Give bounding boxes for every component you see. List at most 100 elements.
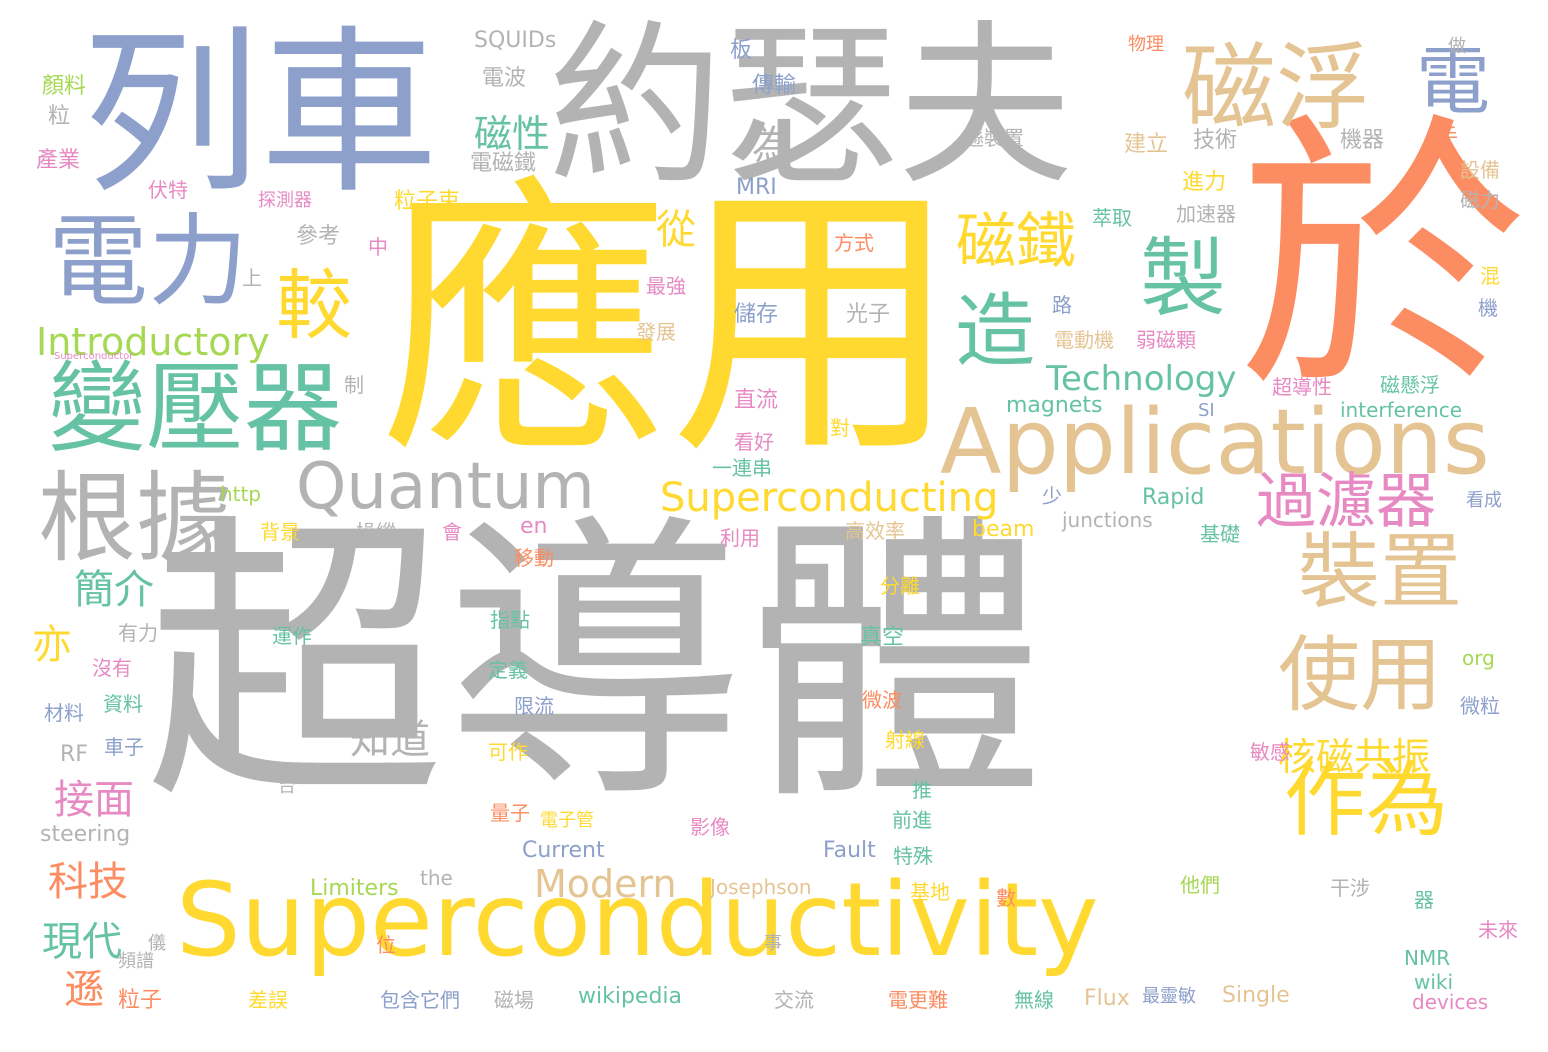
cloud-word: 製 [1140, 229, 1226, 329]
cloud-word: 約瑟夫 [548, 6, 1073, 209]
cloud-word: Superconductor [54, 351, 134, 362]
cloud-word: 直流 [734, 388, 779, 413]
cloud-word: 射線 [885, 728, 925, 752]
cloud-word: 較 [276, 261, 352, 350]
cloud-word: 參考 [296, 224, 341, 249]
cloud-word: 路 [1052, 293, 1072, 317]
cloud-word: 運作 [272, 624, 312, 648]
cloud-word: 制 [344, 373, 364, 397]
cloud-word: 中 [368, 235, 388, 259]
cloud-word: 基地 [910, 880, 950, 904]
cloud-word: 裝置 [1298, 525, 1463, 620]
cloud-word: 資料 [103, 692, 143, 716]
cloud-word: NMR [1404, 946, 1451, 970]
cloud-word: RF [60, 742, 88, 767]
cloud-word: 敏感 [1250, 740, 1290, 764]
cloud-word: 磁懸浮 [1380, 373, 1440, 397]
cloud-word: 電 [1416, 39, 1490, 125]
cloud-word: 接面 [54, 777, 134, 823]
cloud-word: 上 [242, 266, 262, 290]
cloud-word: 他們 [1180, 873, 1220, 897]
cloud-word: 機 [1478, 296, 1498, 320]
cloud-word: steering [40, 822, 131, 847]
cloud-word: Introductory [36, 320, 270, 364]
cloud-word: Limiters [310, 876, 399, 901]
cloud-word: 最強 [646, 274, 686, 298]
cloud-word: 少 [1042, 484, 1062, 508]
cloud-word: 磁浮 [1182, 34, 1371, 143]
cloud-word: Technology [1046, 359, 1237, 399]
cloud-word: 指點 [490, 608, 530, 632]
cloud-word: 物理 [1128, 34, 1164, 55]
cloud-word: 操縱 [356, 520, 396, 544]
cloud-word: junctions [1062, 508, 1153, 532]
cloud-word: 前進 [892, 808, 932, 832]
cloud-word: 材料 [44, 701, 84, 725]
cloud-word: devices [1412, 990, 1489, 1014]
cloud-word: 微粒 [1460, 694, 1500, 718]
cloud-word: 背景 [260, 520, 300, 544]
cloud-word: 限流 [514, 694, 554, 718]
cloud-word: magnets [1006, 393, 1103, 418]
cloud-word: 遜裝置 [964, 126, 1024, 150]
cloud-word: 電動機 [1054, 328, 1114, 352]
cloud-word: 事 [764, 933, 782, 954]
cloud-word: interference [1340, 398, 1463, 422]
cloud-word: 儀 [148, 933, 166, 954]
cloud-word: 機器 [1340, 128, 1385, 153]
cloud-word: SQUIDs [474, 28, 557, 53]
cloud-word: 電子管 [540, 810, 594, 831]
cloud-word: 磁力 [1460, 188, 1500, 212]
cloud-word: 手 [1438, 124, 1458, 148]
cloud-word: 頻譜 [118, 951, 154, 972]
cloud-word: 數 [996, 886, 1016, 910]
cloud-word: 發展 [636, 320, 676, 344]
cloud-word: 電波 [482, 66, 527, 91]
cloud-word: Rapid [1142, 485, 1205, 510]
cloud-word: 看好 [734, 430, 774, 454]
cloud-word: 於 [1238, 91, 1528, 428]
cloud-word: 高效率 [845, 519, 905, 543]
cloud-word: 板 [730, 38, 753, 63]
cloud-word: 影像 [690, 815, 730, 839]
cloud-word: MRI [736, 175, 777, 200]
cloud-word: 磁場 [494, 988, 534, 1012]
cloud-word: 沒有 [92, 656, 132, 680]
cloud-word: 加速器 [1176, 202, 1236, 226]
cloud-word: 科技 [48, 859, 128, 905]
cloud-word: 電更難 [888, 988, 948, 1012]
cloud-word: Superconducting [660, 475, 999, 521]
cloud-word: 磁鐵 [956, 207, 1076, 277]
cloud-word: Single [1222, 983, 1290, 1008]
cloud-word: 進力 [1182, 170, 1227, 195]
cloud-word: 電磁鐵 [470, 151, 537, 176]
cloud-word: 根據 [38, 462, 235, 576]
cloud-word: 造 [955, 285, 1035, 378]
cloud-word: 對 [830, 416, 850, 440]
cloud-word: 設備 [1460, 158, 1500, 182]
cloud-word: 超導性 [1272, 375, 1332, 399]
cloud-word: Flux [1084, 986, 1130, 1011]
cloud-word: 顏料 [42, 74, 87, 99]
cloud-word: en [520, 514, 548, 539]
cloud-word: 粒子 [118, 988, 163, 1013]
cloud-word: 無線 [1014, 988, 1054, 1012]
cloud-word: 定義 [488, 658, 528, 682]
cloud-word: 差誤 [248, 988, 288, 1012]
cloud-word: 推 [912, 778, 932, 802]
cloud-word: 磁性 [474, 112, 551, 156]
cloud-word: 產業 [36, 148, 81, 173]
cloud-word: org [1462, 646, 1495, 670]
cloud-word: 使用 [1278, 628, 1443, 723]
cloud-word: 一連串 [712, 456, 772, 480]
cloud-word: wikipedia [578, 984, 683, 1009]
cloud-word: 包含它們 [380, 988, 460, 1012]
cloud-word: 特殊 [893, 844, 933, 868]
cloud-word: 可作 [488, 740, 528, 764]
cloud-word: the [420, 866, 453, 890]
cloud-word: wiki [1414, 970, 1454, 994]
cloud-word: 弱磁顆 [1136, 328, 1196, 352]
cloud-word: 方式 [834, 231, 874, 255]
cloud-word: 伏特 [148, 178, 188, 202]
